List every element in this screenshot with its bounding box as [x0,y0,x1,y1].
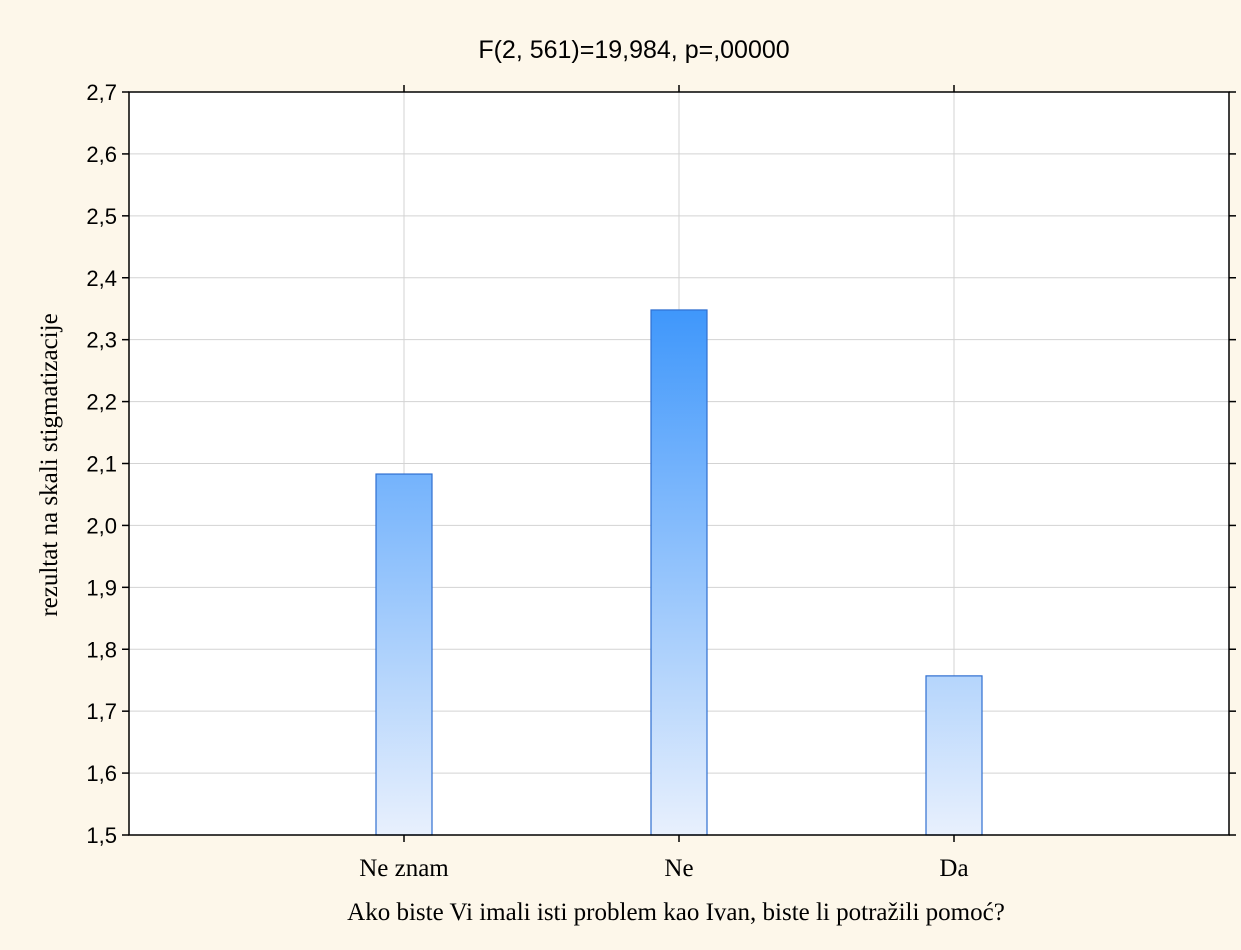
y-tick-label: 2,2 [86,390,117,415]
x-axis-label: Ako biste Vi imali isti problem kao Ivan… [347,899,1005,926]
y-tick-label: 1,6 [86,761,117,786]
x-axis-categories: Ne znam Ne Da [359,855,968,882]
x-category-label: Da [939,855,968,882]
bar [925,675,983,836]
y-tick-label: 2,0 [86,513,117,538]
chart-title: F(2, 561)=19,984, p=,00000 [478,36,789,64]
x-category-label: Ne [664,855,693,882]
y-axis-ticks: 1,5 1,6 1,7 1,8 1,9 2,0 2,1 2,2 2,3 2,4 2,5 2,6 2,7 [86,80,1236,848]
y-tick-label: 1,8 [86,637,117,662]
y-tick-label: 2,1 [86,452,117,477]
bars [375,309,983,836]
y-tick-label: 2,7 [86,80,117,105]
y-tick-label: 2,5 [86,204,117,229]
y-tick-label: 2,4 [86,266,117,291]
y-tick-label: 1,5 [86,823,117,848]
bar [375,473,433,836]
y-tick-label: 2,3 [86,328,117,353]
bar [650,309,708,836]
y-tick-label: 1,7 [86,699,117,724]
y-tick-label: 1,9 [86,575,117,600]
y-tick-label: 2,6 [86,142,117,167]
y-axis-label: rezultat na skali stigmatizacije [36,313,63,616]
x-category-label: Ne znam [359,855,449,882]
